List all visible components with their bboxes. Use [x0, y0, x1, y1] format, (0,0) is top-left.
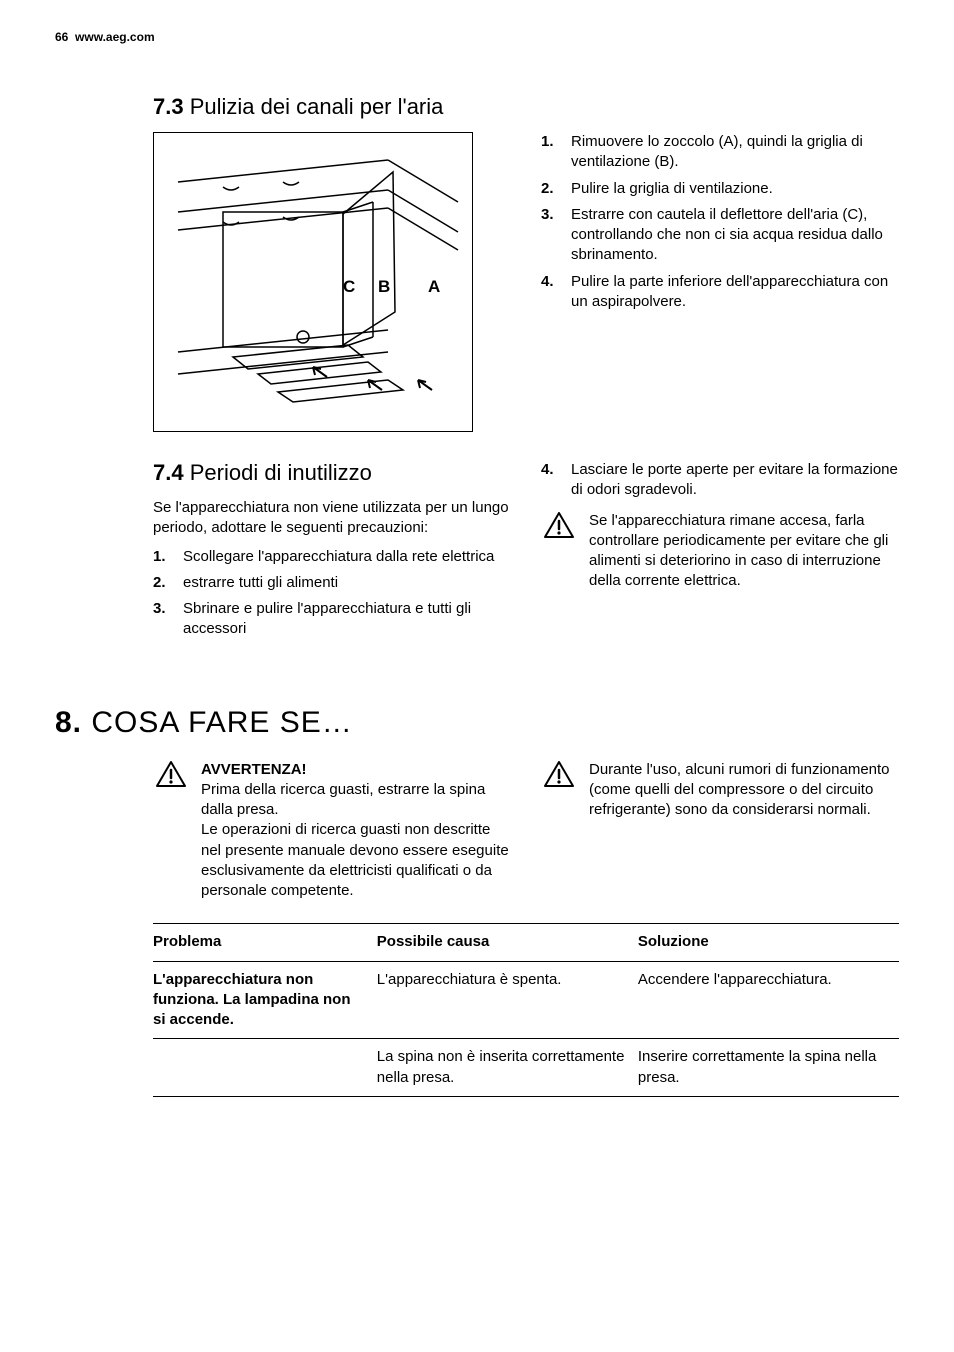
section-8-warn-right: Durante l'uso, alcuni rumori di funziona… [589, 760, 899, 821]
site-url: www.aeg.com [75, 30, 155, 44]
cell-soluzione: Accendere l'apparecchiatura. [638, 961, 899, 1039]
th-problema: Problema [153, 924, 377, 961]
cell-problema: L'apparecchiatura non funziona. La lampa… [153, 961, 377, 1039]
cell-causa: La spina non è inserita correttamente ne… [377, 1039, 638, 1097]
th-causa: Possibile causa [377, 924, 638, 961]
page-number: 66 [55, 30, 68, 44]
cell-soluzione: Inserire correttamente la spina nella pr… [638, 1039, 899, 1097]
section-7-4-left-steps: Scollegare l'apparecchiatura dalla rete … [153, 547, 511, 640]
list-item: Pulire la griglia di ventilazione. [541, 179, 899, 199]
diagram-svg: C B A [163, 142, 463, 422]
section-7-4-warning: Se l'apparecchiatura rimane accesa, farl… [589, 511, 899, 592]
th-soluzione: Soluzione [638, 924, 899, 961]
diagram-label-c: C [343, 277, 355, 296]
section-7-4-intro: Se l'apparecchiatura non viene utilizzat… [153, 498, 511, 539]
avvertenza-heading: AVVERTENZA! [201, 760, 511, 780]
list-item: Sbrinare e pulire l'apparecchiatura e tu… [153, 599, 511, 640]
section-7-3-steps: Rimuovere lo zoccolo (A), quindi la grig… [541, 132, 899, 312]
section-7-3-number: 7.3 [153, 94, 184, 119]
warning-icon [153, 760, 189, 788]
diagram-label-a: A [428, 277, 440, 296]
cell-causa: L'apparecchiatura è spenta. [377, 961, 638, 1039]
section-7-3-title: 7.3 Pulizia dei canali per l'aria [153, 94, 899, 120]
list-item: estrarre tutti gli alimenti [153, 573, 511, 593]
troubleshoot-table: Problema Possibile causa Soluzione L'app… [153, 923, 899, 1097]
avvertenza-body: Prima della ricerca guasti, estrarre la … [201, 781, 509, 899]
air-channel-diagram: C B A [153, 132, 473, 432]
section-8-number: 8. [55, 706, 82, 739]
warning-icon [541, 760, 577, 788]
cell-problema [153, 1039, 377, 1097]
table-row: La spina non è inserita correttamente ne… [153, 1039, 899, 1097]
table-row: L'apparecchiatura non funziona. La lampa… [153, 961, 899, 1039]
section-8-heading: COSA FARE SE… [91, 706, 352, 739]
list-item: Scollegare l'apparecchiatura dalla rete … [153, 547, 511, 567]
list-item: Lasciare le porte aperte per evitare la … [541, 460, 899, 501]
page-header: 66 www.aeg.com [55, 30, 899, 44]
diagram-label-b: B [378, 277, 390, 296]
section-7-4-number: 7.4 [153, 460, 184, 485]
list-item: Rimuovere lo zoccolo (A), quindi la grig… [541, 132, 899, 173]
list-item: Pulire la parte inferiore dell'apparecch… [541, 272, 899, 313]
list-item: Estrarre con cautela il deflettore dell'… [541, 205, 899, 266]
section-7-3-heading: Pulizia dei canali per l'aria [190, 94, 444, 119]
section-7-4-right-steps: Lasciare le porte aperte per evitare la … [541, 460, 899, 501]
section-7-4-title: 7.4 Periodi di inutilizzo [153, 460, 511, 486]
warning-icon [541, 511, 577, 539]
section-7-4-heading: Periodi di inutilizzo [190, 460, 372, 485]
section-8-title: 8. COSA FARE SE… [55, 706, 899, 740]
